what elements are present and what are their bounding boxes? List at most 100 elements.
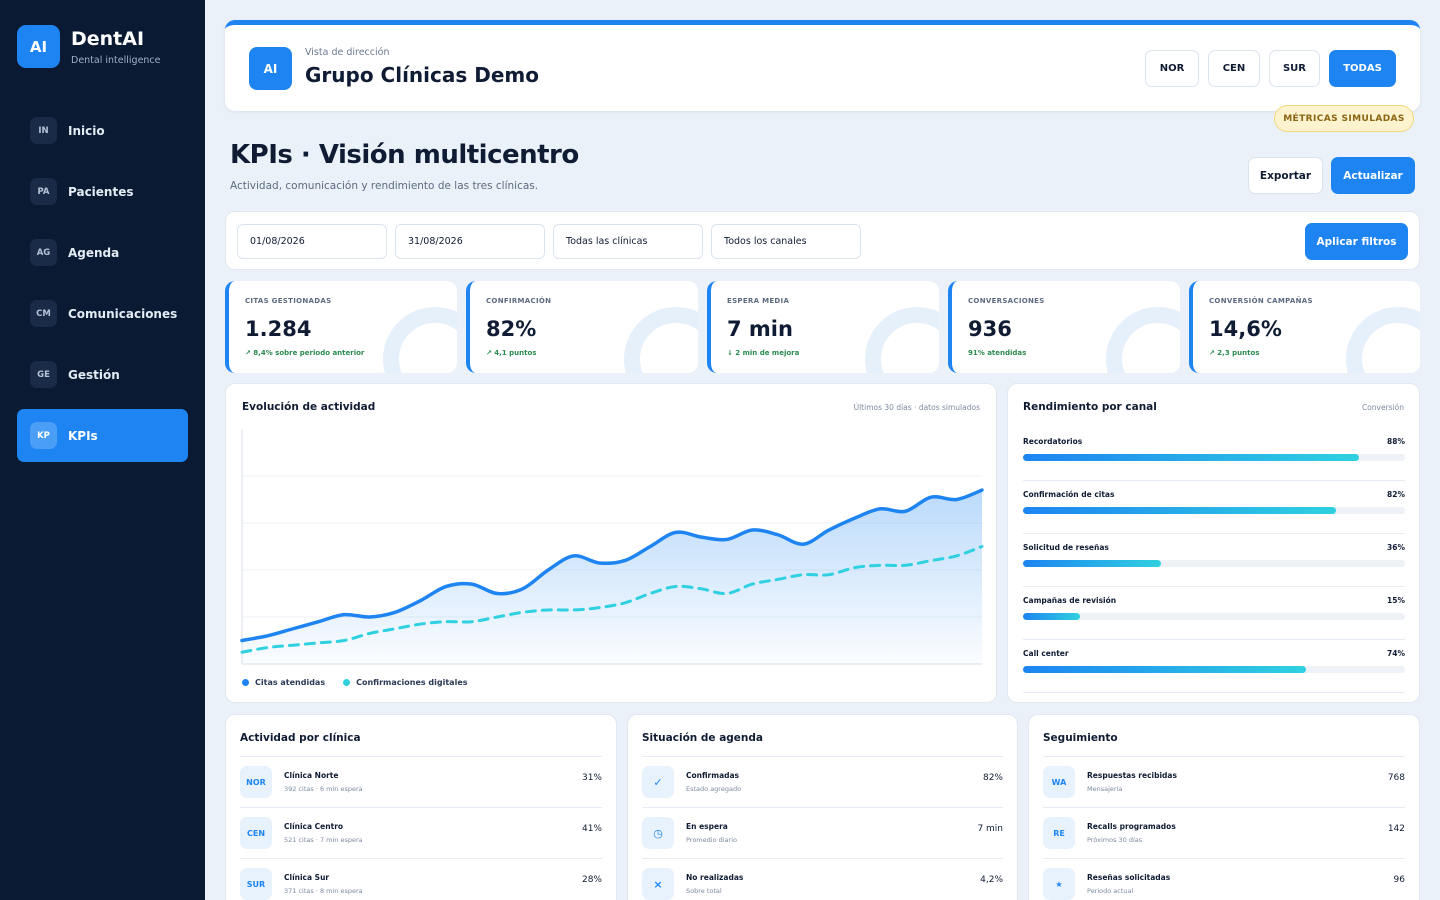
clinic-activity-card: Actividad por clínica NOR Clínica Norte …	[225, 714, 617, 900]
page-subtitle: Actividad, comunicación y rendimiento de…	[230, 180, 539, 192]
followup-card: Seguimiento WA Respuestas recibidas Mens…	[1028, 714, 1420, 900]
header-logo: AI	[249, 47, 292, 90]
sidebar-item-label: Agenda	[68, 245, 120, 260]
kpi-card-espera: ESPERA MEDIA 7 min ↓ 2 min de mejora	[707, 281, 939, 373]
list-item-name: En espera	[686, 822, 728, 831]
activity-chart	[240, 429, 984, 665]
list-item[interactable]: WA Respuestas recibidas Mensajería 768	[1043, 757, 1405, 808]
sidebar-item-comunicaciones[interactable]: CM Comunicaciones	[17, 287, 188, 340]
list-item-sub: 521 citas · 7 min espera	[284, 836, 363, 844]
legend-item-citas: Citas atendidas	[242, 678, 325, 687]
list-item[interactable]: CEN Clínica Centro 521 citas · 7 min esp…	[240, 808, 602, 859]
channel-name: Confirmación de citas	[1023, 490, 1115, 499]
kpi-delta: ↗ 8,4% sobre periodo anterior	[245, 349, 365, 357]
legend-item-confirmaciones: Confirmaciones digitales	[343, 678, 468, 687]
brand-logo: AI	[17, 25, 60, 68]
kpi-label: CITAS GESTIONADAS	[245, 297, 332, 305]
list-item-value: 41%	[581, 824, 602, 834]
kpi-ring-decoration	[624, 307, 698, 373]
list-item[interactable]: RE Recalls programados Próximos 30 días …	[1043, 808, 1405, 859]
channel-progress-fill	[1023, 454, 1360, 461]
list-item-name: No realizadas	[686, 873, 744, 882]
list-item-name: Clínica Norte	[284, 771, 339, 780]
sidebar-item-label: Pacientes	[68, 184, 134, 199]
sidebar-item-agenda[interactable]: AG Agenda	[17, 226, 188, 279]
kpi-label: CONFIRMACIÓN	[486, 297, 552, 305]
sidebar-item-inicio[interactable]: IN Inicio	[17, 104, 188, 157]
sidebar-item-gestion[interactable]: GE Gestión	[17, 348, 188, 401]
channel-progress-track	[1023, 666, 1405, 673]
star-icon: ★	[1043, 868, 1075, 900]
list-item[interactable]: ◷ En espera Promedio diario 7 min	[642, 808, 1003, 859]
region-selector: NOR CEN SUR TODAS	[1145, 50, 1396, 87]
nav-code-badge: GE	[30, 361, 57, 388]
date-to-field[interactable]: 31/08/2026	[395, 224, 545, 259]
series-area-citas-atendidas	[242, 490, 982, 664]
list-item-name: Clínica Sur	[284, 873, 330, 882]
list-item-sub: 371 citas · 8 min espera	[284, 887, 363, 895]
filter-bar: 01/08/2026 31/08/2026 Todas las clínicas…	[225, 211, 1420, 270]
kpi-label: CONVERSACIONES	[968, 297, 1045, 305]
kpi-ring-decoration	[1346, 307, 1420, 373]
list-item-sub: Periodo actual	[1087, 887, 1134, 895]
region-button-todas[interactable]: TODAS	[1329, 50, 1396, 87]
sidebar-item-pacientes[interactable]: PA Pacientes	[17, 165, 188, 218]
list-item[interactable]: NOR Clínica Norte 392 citas · 6 min espe…	[240, 757, 602, 808]
channel-row: Campañas de revisión 15%	[1023, 587, 1405, 640]
list-item[interactable]: ✓ Confirmadas Estado agregado 82%	[642, 757, 1003, 808]
channel-progress-track	[1023, 454, 1405, 461]
clinic-badge-icon: SUR	[240, 868, 272, 900]
channel-percent: 88%	[1387, 437, 1405, 446]
export-button[interactable]: Exportar	[1248, 157, 1323, 194]
refresh-button[interactable]: Actualizar	[1331, 157, 1415, 194]
followup-card-title: Seguimiento	[1043, 732, 1118, 744]
kpi-delta: ↓ 2 min de mejora	[727, 349, 800, 357]
kpi-value: 7 min	[727, 317, 793, 341]
simulated-metrics-badge: MÉTRICAS SIMULADAS	[1274, 105, 1414, 132]
nav-code-badge: KP	[30, 422, 57, 449]
region-button-sur[interactable]: SUR	[1269, 50, 1320, 87]
list-item-name: Clínica Centro	[284, 822, 344, 831]
kpi-label: CONVERSIÓN CAMPAÑAS	[1209, 297, 1313, 305]
brand-name: DentAI	[71, 28, 145, 50]
list-item-sub: Estado agregado	[686, 785, 742, 793]
sidebar-item-kpis[interactable]: KP KPIs	[17, 409, 188, 462]
header-title: Grupo Clínicas Demo	[305, 63, 539, 87]
region-button-cen[interactable]: CEN	[1208, 50, 1260, 87]
kpi-label: ESPERA MEDIA	[727, 297, 790, 305]
list-item-value: 31%	[581, 773, 602, 783]
channel-progress-fill	[1023, 666, 1306, 673]
list-item-value: 82%	[982, 773, 1003, 783]
recall-icon: RE	[1043, 817, 1075, 849]
list-item-sub: 392 citas · 6 min espera	[284, 785, 363, 793]
clinic-select[interactable]: Todas las clínicas	[553, 224, 703, 259]
channel-select[interactable]: Todos los canales	[711, 224, 861, 259]
list-item-value: 28%	[581, 875, 602, 885]
channel-card-note: Conversión	[1361, 403, 1404, 412]
list-item-value: 768	[1387, 773, 1405, 783]
messaging-icon: WA	[1043, 766, 1075, 798]
check-icon: ✓	[642, 766, 674, 798]
list-item-name: Confirmadas	[686, 771, 740, 780]
activity-chart-note: Últimos 30 días · datos simulados	[853, 403, 980, 412]
list-item-name: Recalls programados	[1087, 822, 1176, 831]
agenda-status-card: Situación de agenda ✓ Confirmadas Estado…	[627, 714, 1018, 900]
list-item[interactable]: SUR Clínica Sur 371 citas · 8 min espera…	[240, 859, 602, 900]
date-from-field[interactable]: 01/08/2026	[237, 224, 387, 259]
channel-name: Call center	[1023, 649, 1069, 658]
kpi-value: 82%	[486, 317, 537, 341]
channel-card-title: Rendimiento por canal	[1023, 401, 1157, 413]
series-line-confirmaciones-digitales	[240, 545, 984, 654]
region-button-nor[interactable]: NOR	[1145, 50, 1199, 87]
list-item-value: 4,2%	[980, 875, 1003, 885]
clinic-card-title: Actividad por clínica	[240, 732, 361, 744]
apply-filters-button[interactable]: Aplicar filtros	[1305, 223, 1408, 260]
channel-row: Confirmación de citas 82%	[1023, 481, 1405, 534]
sidebar-item-label: KPIs	[68, 428, 98, 443]
sidebar-nav: IN Inicio PA Pacientes AG Agenda CM Comu…	[17, 104, 188, 470]
list-item[interactable]: × No realizadas Sobre total 4,2%	[642, 859, 1003, 900]
channel-name: Recordatorios	[1023, 437, 1083, 446]
list-item[interactable]: ★ Reseñas solicitadas Periodo actual 96	[1043, 859, 1405, 900]
list-item-sub: Próximos 30 días	[1087, 836, 1143, 844]
header-card: AI Vista de dirección Grupo Clínicas Dem…	[225, 20, 1420, 111]
